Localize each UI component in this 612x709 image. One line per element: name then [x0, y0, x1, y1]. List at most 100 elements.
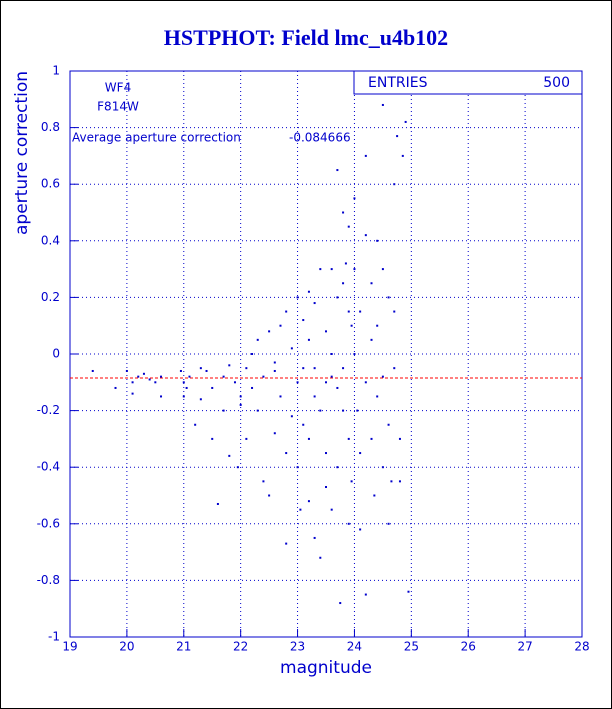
point	[285, 542, 288, 545]
x-tick-label: 23	[290, 640, 305, 654]
point	[125, 369, 128, 372]
point	[251, 353, 254, 355]
point	[325, 486, 327, 489]
point	[245, 367, 248, 370]
point	[160, 375, 163, 378]
point	[279, 324, 282, 327]
y-axis-label: aperture correction	[12, 71, 32, 235]
point	[256, 338, 259, 341]
x-tick-label: 24	[347, 640, 362, 654]
point	[381, 466, 384, 469]
point	[376, 239, 379, 242]
point	[182, 395, 185, 398]
y-tick-label: 0.2	[41, 290, 60, 304]
point	[364, 234, 367, 237]
point	[296, 381, 299, 384]
point	[330, 268, 333, 271]
point	[387, 296, 390, 299]
point	[179, 369, 182, 372]
point	[407, 590, 410, 593]
point	[142, 372, 145, 375]
point	[373, 494, 376, 497]
point	[325, 330, 327, 333]
point	[268, 330, 271, 333]
point	[251, 386, 254, 389]
chart-title: HSTPHOT: Field lmc_u4b102	[164, 25, 448, 50]
y-tick-label: -0.6	[37, 516, 60, 530]
point	[376, 395, 379, 398]
point	[396, 135, 399, 138]
point	[185, 386, 188, 389]
point	[148, 378, 151, 381]
point	[325, 452, 327, 455]
point	[336, 466, 339, 469]
point	[233, 381, 236, 384]
point	[302, 319, 305, 322]
point	[313, 536, 316, 539]
point	[393, 183, 396, 186]
point	[342, 367, 345, 370]
point	[370, 282, 373, 285]
y-tick-label: 0.4	[41, 233, 60, 247]
point	[194, 423, 197, 426]
point	[387, 522, 390, 525]
point	[339, 602, 342, 605]
point	[359, 528, 362, 531]
point	[279, 395, 282, 398]
point	[347, 522, 350, 525]
annotation: F814W	[97, 100, 139, 114]
point	[199, 367, 202, 370]
point	[114, 386, 117, 389]
point	[239, 395, 242, 398]
y-tick-label: -0.8	[37, 573, 60, 587]
x-tick-label: 19	[62, 640, 77, 654]
point	[290, 415, 293, 418]
point	[393, 367, 396, 370]
point	[262, 375, 265, 378]
point	[342, 409, 345, 412]
point	[350, 480, 353, 483]
point	[239, 403, 242, 406]
point	[330, 353, 333, 355]
point	[359, 452, 362, 455]
point	[211, 437, 214, 440]
x-tick-label: 27	[517, 640, 532, 654]
point	[390, 480, 393, 483]
point	[290, 347, 293, 350]
point	[302, 423, 305, 426]
point	[313, 395, 316, 398]
average-value: -0.084666	[289, 131, 351, 145]
point	[307, 500, 310, 503]
point	[307, 437, 310, 440]
point	[359, 310, 362, 313]
point	[404, 120, 407, 123]
point	[211, 386, 214, 389]
point	[398, 480, 401, 483]
point	[205, 369, 208, 372]
y-tick-label: -0.4	[37, 460, 60, 474]
point	[319, 556, 322, 559]
y-tick-label: 0	[52, 347, 60, 361]
point	[313, 302, 316, 305]
point	[336, 386, 339, 389]
point	[199, 398, 202, 401]
point	[228, 364, 231, 367]
x-tick-label: 20	[119, 640, 134, 654]
point	[228, 454, 231, 457]
point	[336, 169, 339, 172]
point	[273, 369, 276, 372]
point	[398, 437, 401, 440]
average-label: Average aperture correction	[72, 131, 241, 145]
point	[262, 480, 265, 483]
point	[353, 197, 356, 200]
point	[285, 452, 288, 455]
point	[387, 423, 390, 426]
stats-value: 500	[543, 75, 570, 91]
point	[188, 375, 191, 378]
y-tick-label: -1	[48, 630, 60, 644]
point	[381, 103, 384, 106]
point	[330, 375, 333, 378]
point	[353, 268, 356, 271]
point	[364, 593, 367, 596]
point	[344, 262, 347, 265]
